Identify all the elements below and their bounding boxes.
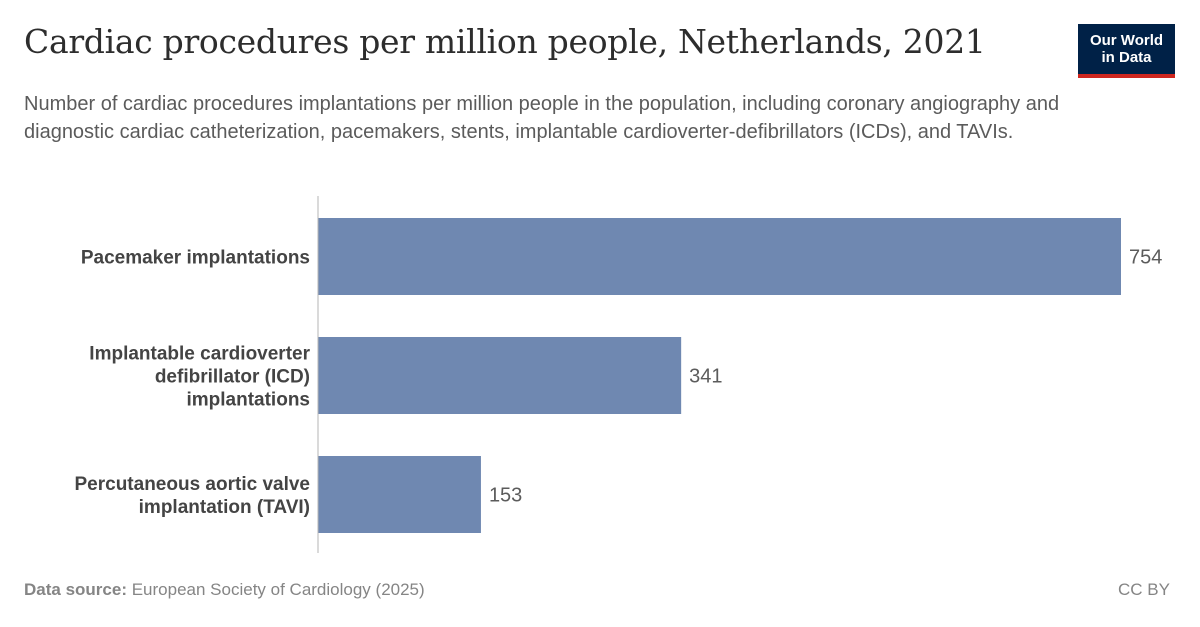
value-label: 341 xyxy=(689,366,722,388)
value-label: 754 xyxy=(1129,247,1162,269)
data-source-link[interactable]: European Society of Cardiology (2025) xyxy=(131,580,425,599)
category-label: implantations xyxy=(186,390,310,411)
logo-line-1: Our World xyxy=(1089,32,1164,49)
category-label: Percutaneous aortic valve xyxy=(75,474,311,495)
bar[interactable] xyxy=(318,218,1121,295)
data-source: Data source: European Society of Cardiol… xyxy=(24,580,425,600)
value-label: 153 xyxy=(489,485,522,507)
category-label: Pacemaker implantations xyxy=(81,248,310,269)
category-label: Implantable cardioverter xyxy=(89,344,310,365)
category-label: implantation (TAVI) xyxy=(139,497,310,518)
data-source-label: Data source: xyxy=(24,580,127,599)
bar[interactable] xyxy=(318,456,481,533)
bar[interactable] xyxy=(318,337,682,414)
license-link[interactable]: CC BY xyxy=(1118,580,1170,599)
category-label: defibrillator (ICD) xyxy=(155,367,310,388)
chart-subtitle: Number of cardiac procedures implantatio… xyxy=(24,93,1060,143)
owid-logo[interactable]: Our World in Data xyxy=(1078,24,1175,78)
logo-line-2: in Data xyxy=(1101,49,1152,66)
chart-title: Cardiac procedures per million people, N… xyxy=(24,22,986,61)
